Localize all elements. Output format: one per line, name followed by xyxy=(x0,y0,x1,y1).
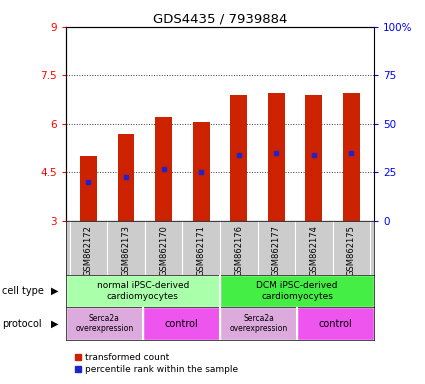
Text: normal iPSC-derived
cardiomyocytes: normal iPSC-derived cardiomyocytes xyxy=(97,281,189,301)
Text: Serca2a
overexpression: Serca2a overexpression xyxy=(230,314,288,333)
Text: control: control xyxy=(164,318,198,329)
Bar xyxy=(306,95,322,221)
Text: cell type: cell type xyxy=(2,286,44,296)
Text: GSM862173: GSM862173 xyxy=(122,225,130,276)
Text: ▶: ▶ xyxy=(51,286,58,296)
Text: GSM862170: GSM862170 xyxy=(159,225,168,276)
Text: GSM862172: GSM862172 xyxy=(84,225,93,276)
Bar xyxy=(220,307,297,340)
Text: DCM iPSC-derived
cardiomyocytes: DCM iPSC-derived cardiomyocytes xyxy=(256,281,338,301)
Bar xyxy=(66,307,143,340)
Text: Serca2a
overexpression: Serca2a overexpression xyxy=(75,314,133,333)
Text: control: control xyxy=(319,318,352,329)
Bar xyxy=(220,275,374,307)
Text: protocol: protocol xyxy=(2,318,42,329)
Bar xyxy=(155,118,172,221)
Text: GSM862176: GSM862176 xyxy=(234,225,243,276)
Bar xyxy=(230,95,247,221)
Text: GSM862177: GSM862177 xyxy=(272,225,281,276)
Text: GSM862174: GSM862174 xyxy=(309,225,318,276)
Bar xyxy=(66,275,220,307)
Bar xyxy=(268,93,285,221)
Text: GSM862171: GSM862171 xyxy=(197,225,206,276)
Legend: transformed count, percentile rank within the sample: transformed count, percentile rank withi… xyxy=(71,350,241,377)
Title: GDS4435 / 7939884: GDS4435 / 7939884 xyxy=(153,13,287,26)
Bar xyxy=(118,134,134,221)
Bar xyxy=(193,122,210,221)
Bar xyxy=(143,307,220,340)
Bar xyxy=(343,93,360,221)
Text: GSM862175: GSM862175 xyxy=(347,225,356,276)
Bar xyxy=(80,156,97,221)
Text: ▶: ▶ xyxy=(51,318,58,329)
Bar xyxy=(297,307,374,340)
